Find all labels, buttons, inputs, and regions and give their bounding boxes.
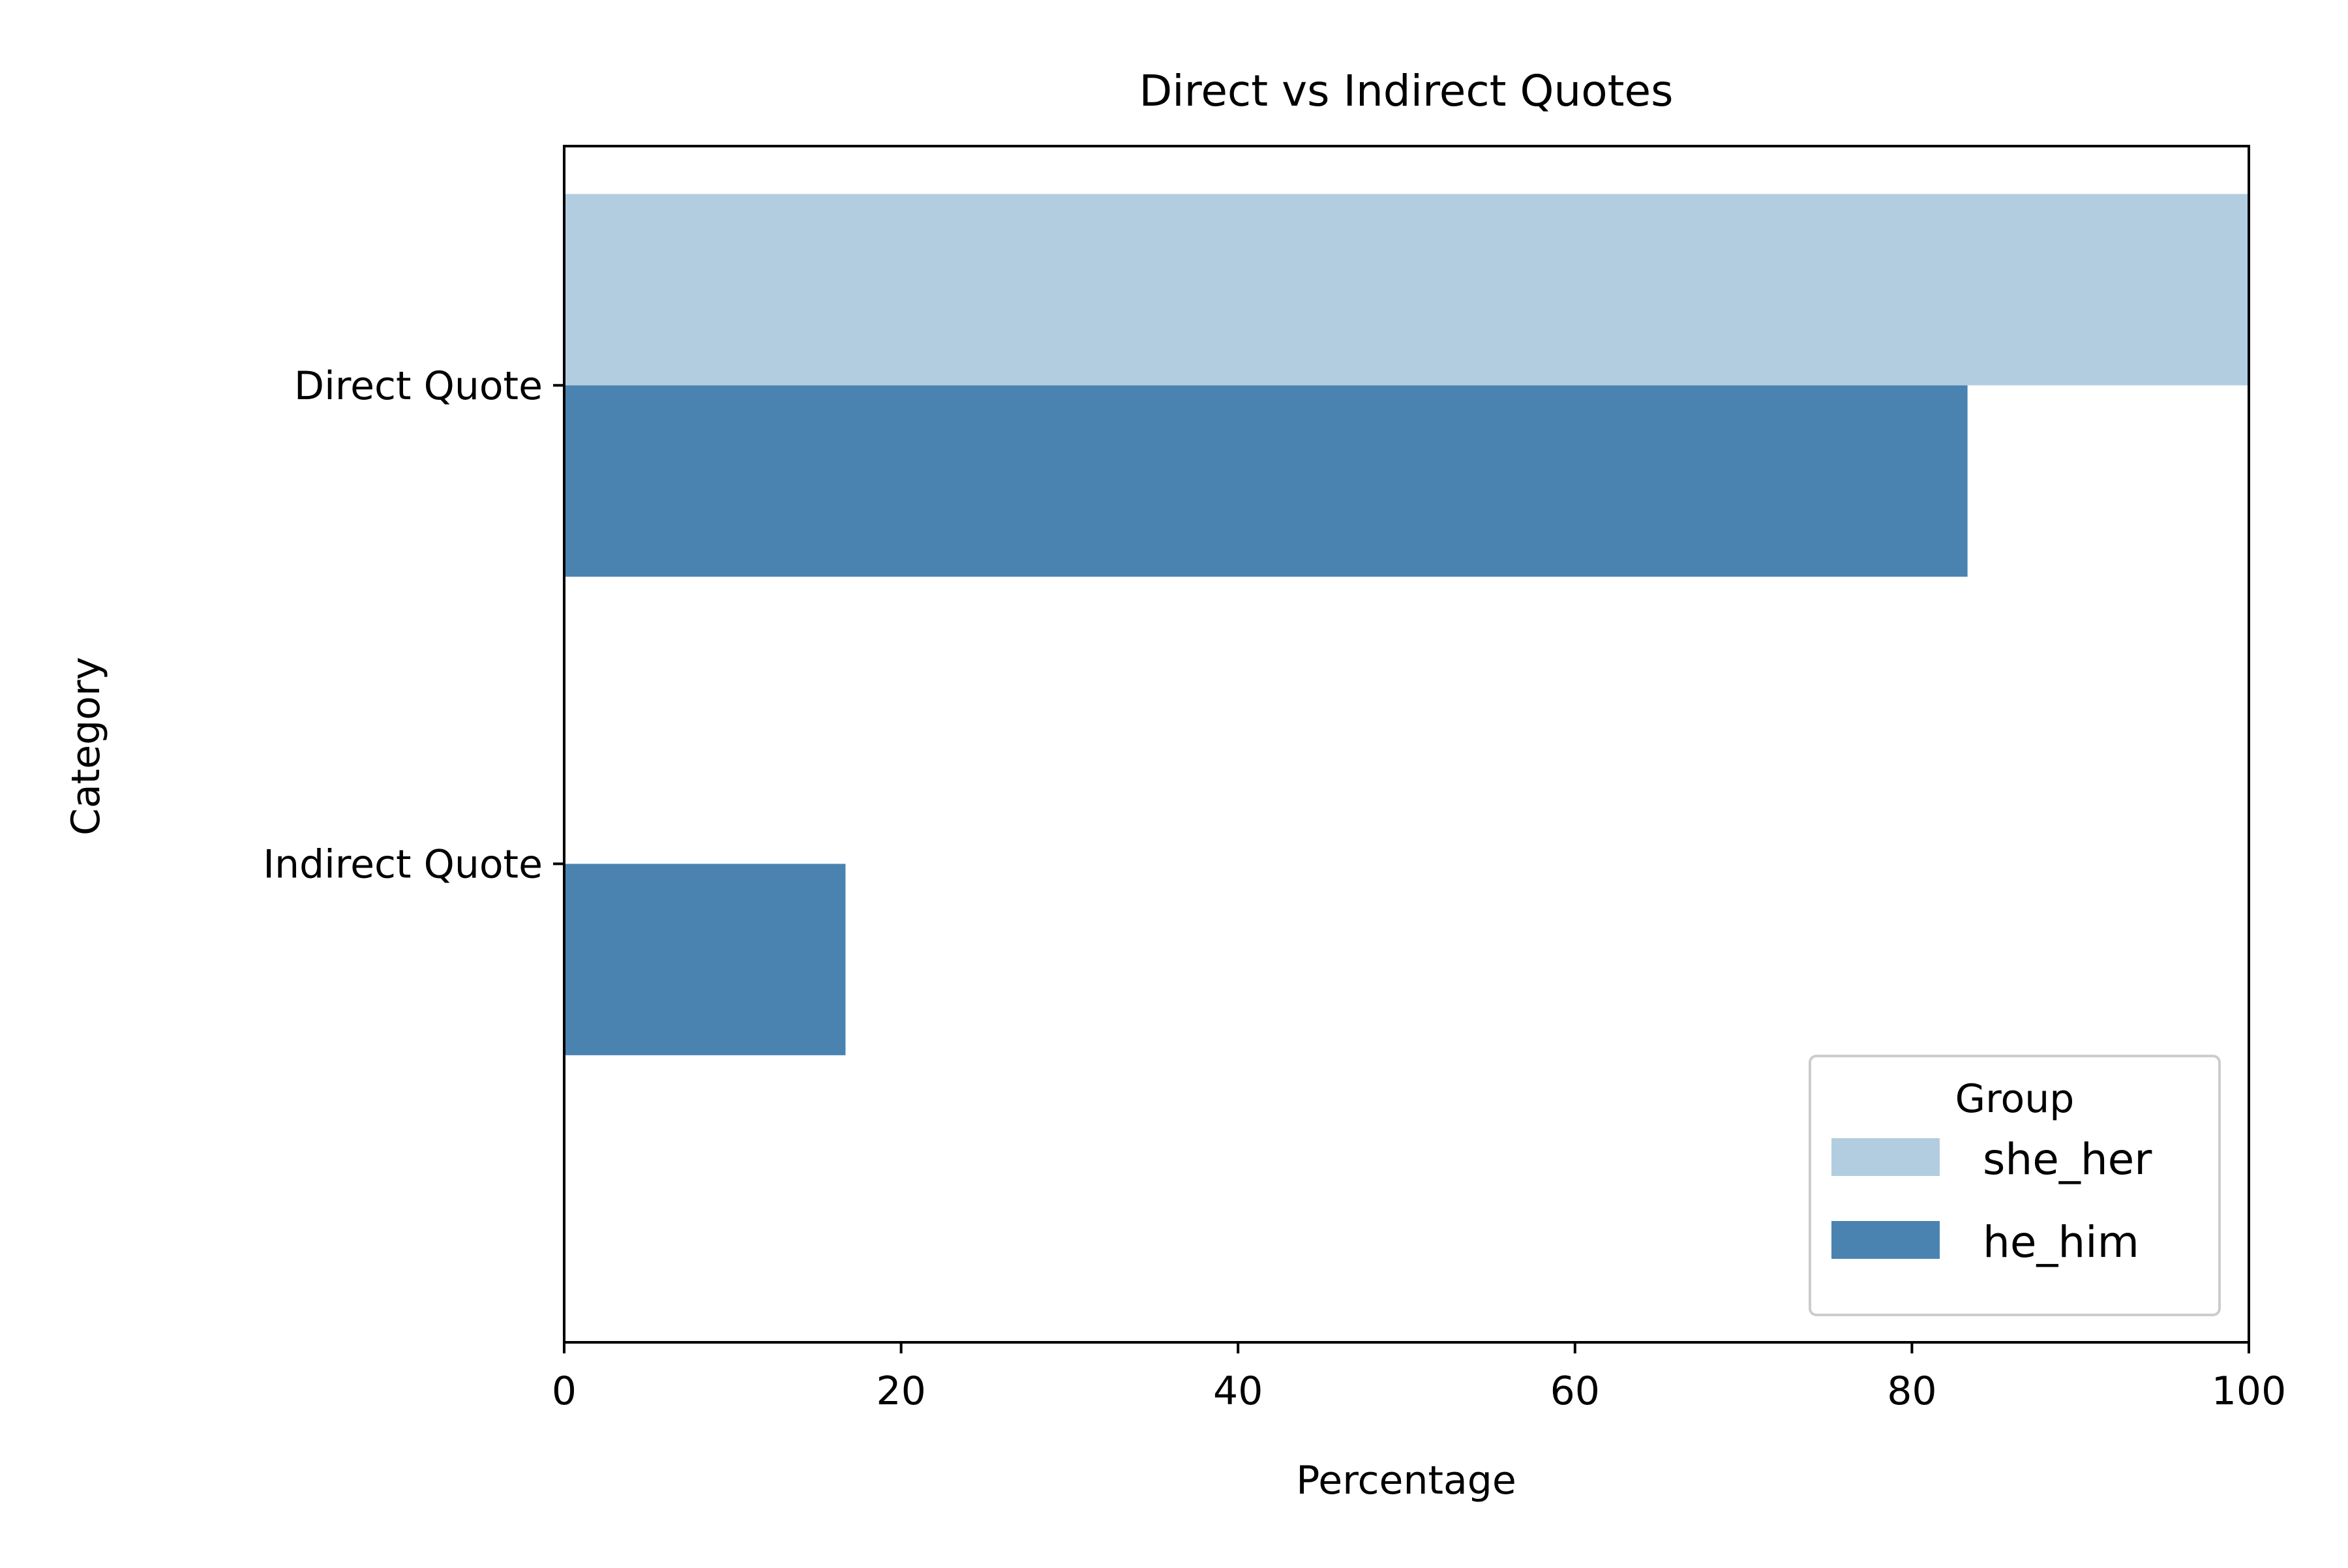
bar-she_her-0 <box>564 194 2249 385</box>
x-tick-label-0: 0 <box>552 1368 577 1414</box>
x-tick-label-4: 80 <box>1887 1368 1936 1414</box>
y-axis-label: Category <box>63 657 109 836</box>
x-tick-label-3: 60 <box>1550 1368 1600 1414</box>
x-ticks-layer: 0 20 40 60 80 100 <box>552 1342 2286 1414</box>
bars-layer <box>564 194 2249 1055</box>
legend-title: Group <box>1955 1076 2075 1122</box>
x-axis-label: Percentage <box>1296 1458 1516 1503</box>
x-tick-label-5: 100 <box>2212 1368 2287 1414</box>
plot-frame <box>563 145 2250 1344</box>
bar-he_him-0 <box>564 385 1968 577</box>
legend-swatch-she_her <box>1831 1138 1940 1176</box>
y-tick-label-1: Indirect Quote <box>263 841 543 887</box>
legend: Group she_her he_him <box>1809 1055 2221 1316</box>
x-tick-label-1: 20 <box>876 1368 926 1414</box>
bar-he_him-1 <box>564 864 846 1055</box>
legend-swatch-he_him <box>1831 1221 1940 1259</box>
chart-title: Direct vs Indirect Quotes <box>1139 66 1673 116</box>
x-tick-label-2: 40 <box>1213 1368 1263 1414</box>
legend-items: she_her he_him <box>1831 1134 2152 1267</box>
y-ticks-layer: Direct Quote Indirect Quote <box>263 363 564 887</box>
legend-label-she_her: she_her <box>1983 1134 2152 1184</box>
y-tick-label-0: Direct Quote <box>294 363 543 409</box>
legend-label-he_him: he_him <box>1983 1217 2139 1267</box>
